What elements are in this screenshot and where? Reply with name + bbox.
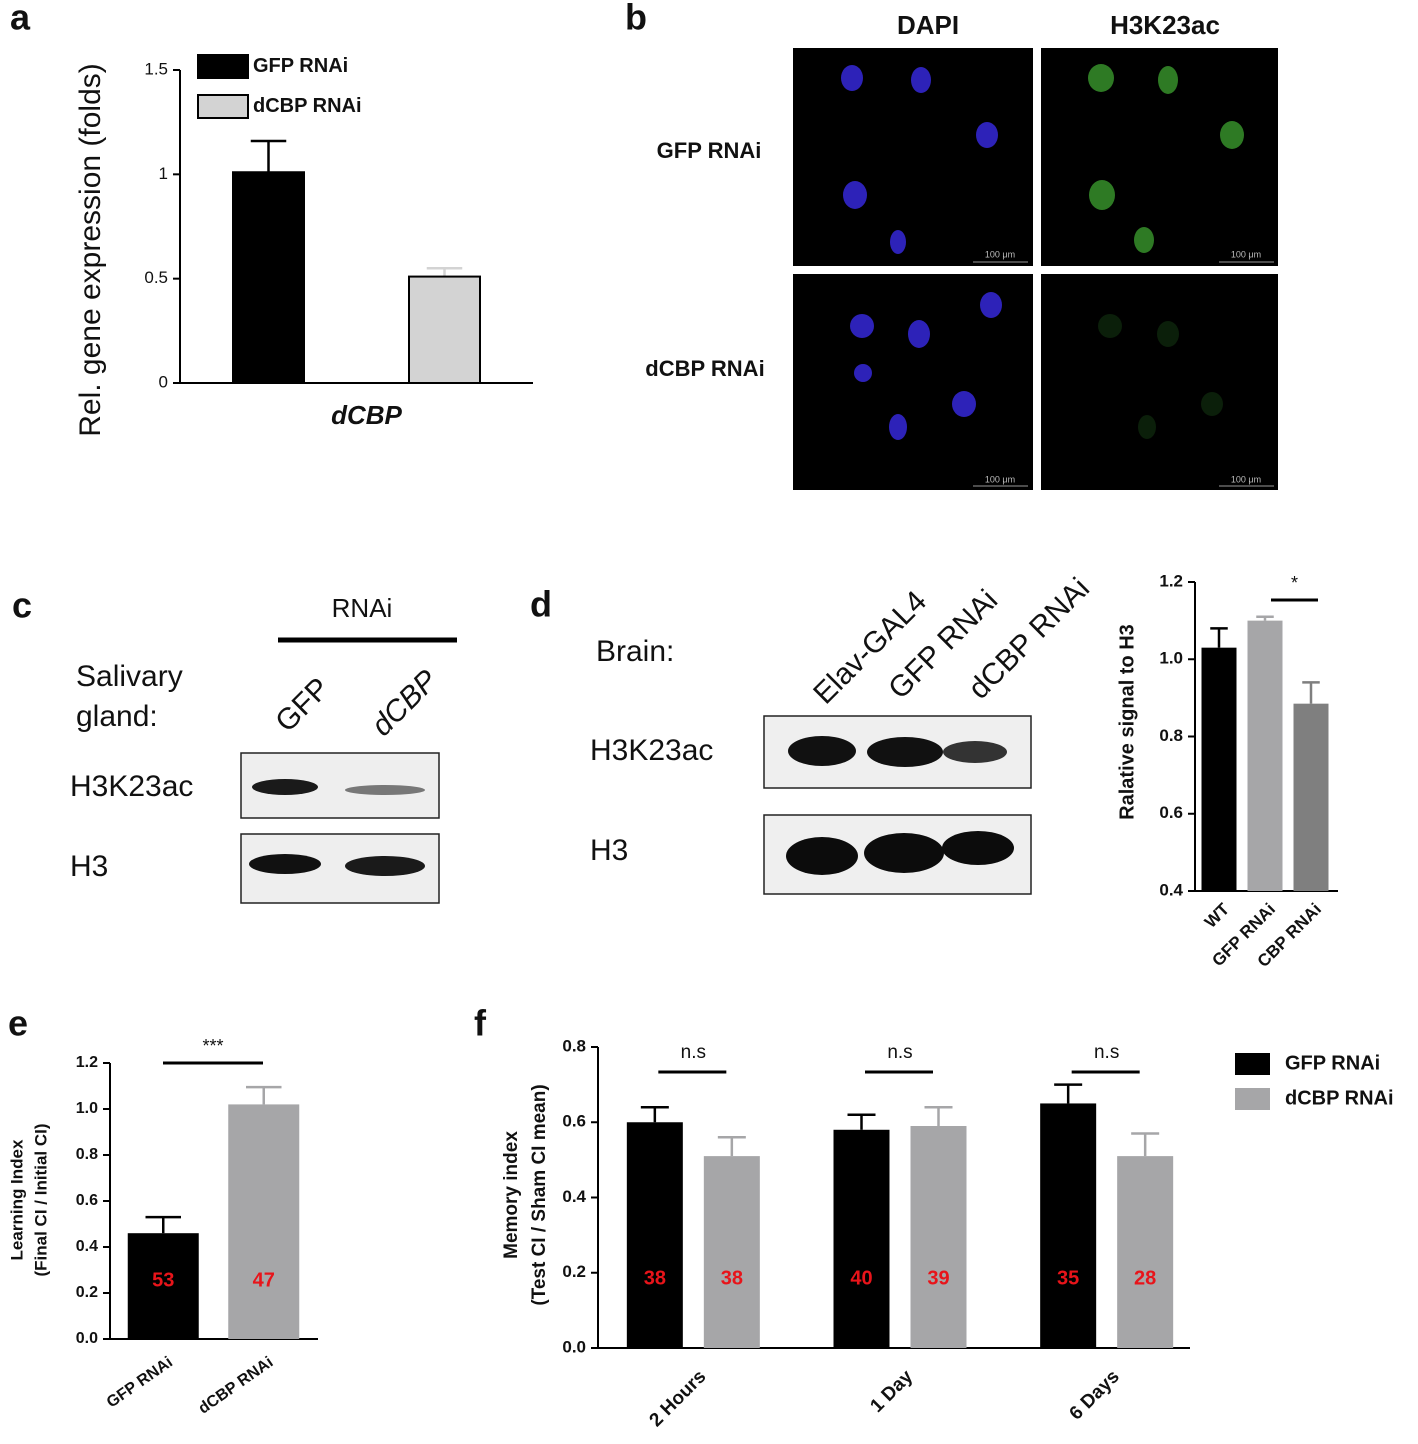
- n-label: 38: [721, 1267, 743, 1289]
- legend-label: dCBP RNAi: [253, 95, 362, 117]
- legend-swatch: [1235, 1088, 1270, 1110]
- n-label: 53: [152, 1269, 174, 1291]
- band-label: H3K23ac: [70, 770, 193, 803]
- y-tick-label: 0.2: [76, 1284, 98, 1301]
- n-label: 39: [927, 1267, 949, 1289]
- y-axis-label: (Test CI / Sham CI mean): [529, 1084, 550, 1305]
- y-axis-label: Rel. gene expression (folds): [74, 63, 107, 437]
- n-label: 40: [850, 1267, 872, 1289]
- x-tick-label: 1 Day: [866, 1366, 917, 1417]
- y-tick-label: 0.6: [562, 1112, 586, 1131]
- legend-label: GFP RNAi: [253, 55, 348, 77]
- x-tick-label: dCBP RNAi: [196, 1354, 277, 1418]
- row-label: GFP RNAi: [657, 138, 762, 163]
- bar: [1247, 620, 1283, 891]
- scale-bar-label: 100 μm: [985, 249, 1015, 259]
- blot-header: RNAi: [332, 593, 393, 623]
- y-tick-label: 0.8: [562, 1036, 586, 1055]
- x-tick-label: dCBP: [331, 400, 402, 430]
- y-axis-label: Learning Index: [7, 1139, 26, 1260]
- column-label: H3K23ac: [1110, 10, 1220, 40]
- legend-label: dCBP RNAi: [1285, 1087, 1394, 1109]
- x-tick-label: WT: [1201, 899, 1234, 932]
- y-tick-label: 0: [159, 372, 168, 391]
- bar: [408, 275, 481, 384]
- bar: [910, 1126, 967, 1348]
- bar: [1040, 1103, 1097, 1348]
- y-tick-label: 1.2: [76, 1054, 98, 1071]
- n-label: 35: [1057, 1267, 1079, 1289]
- significance-label: *: [1291, 573, 1298, 593]
- x-tick-label: GFP RNAi: [104, 1354, 176, 1412]
- x-tick-label: 6 Days: [1066, 1366, 1124, 1424]
- row-label: dCBP RNAi: [645, 356, 764, 381]
- y-tick-label: 0.2: [562, 1262, 586, 1281]
- tissue-label: gland:: [76, 700, 158, 733]
- column-label: DAPI: [897, 10, 959, 40]
- legend-label: GFP RNAi: [1285, 1052, 1380, 1074]
- bar: [626, 1122, 683, 1348]
- y-tick-label: 1.5: [144, 59, 168, 78]
- panel-letter: d: [530, 584, 552, 625]
- n-label: 38: [644, 1267, 666, 1289]
- panel-letter: c: [12, 585, 32, 626]
- band-label: H3: [590, 834, 628, 867]
- y-tick-label: 1.0: [1159, 649, 1183, 668]
- y-tick-label: 1.0: [76, 1100, 98, 1117]
- y-axis-label: (Final CI / Initial CI): [31, 1124, 50, 1277]
- y-tick-label: 0.6: [1159, 803, 1183, 822]
- bar: [833, 1129, 890, 1348]
- bar: [1117, 1156, 1174, 1348]
- y-axis-label: Memory index: [501, 1131, 522, 1259]
- y-tick-label: 0.0: [76, 1330, 98, 1347]
- band-label: H3: [70, 850, 108, 883]
- bar: [228, 1104, 300, 1339]
- significance-label: n.s: [887, 1042, 912, 1063]
- y-tick-label: 0.0: [562, 1337, 586, 1356]
- legend-swatch: [1235, 1053, 1270, 1075]
- lane-label: GFP: [269, 672, 336, 739]
- y-tick-label: 1: [159, 164, 168, 183]
- scale-bar-label: 100 μm: [1231, 474, 1261, 484]
- y-tick-label: 0.4: [76, 1238, 98, 1255]
- legend-swatch: [197, 94, 249, 119]
- significance-label: ***: [202, 1036, 223, 1056]
- bar: [1293, 703, 1329, 891]
- n-label: 47: [253, 1269, 275, 1291]
- y-axis-label: Ralative signal to H3: [1116, 624, 1138, 820]
- y-tick-label: 0.8: [1159, 726, 1183, 745]
- lane-label: dCBP: [365, 664, 444, 743]
- n-label: 28: [1134, 1267, 1156, 1289]
- x-tick-label: 2 Hours: [646, 1366, 711, 1431]
- y-tick-label: 1.2: [1159, 571, 1183, 590]
- blot-image: [763, 715, 1032, 895]
- panel-letter: b: [625, 0, 647, 38]
- y-tick-label: 0.8: [76, 1146, 98, 1163]
- y-tick-label: 0.4: [562, 1187, 586, 1206]
- panel-letter: a: [10, 0, 31, 38]
- bar: [232, 171, 305, 384]
- blot-image: [240, 752, 440, 904]
- tissue-label: Salivary: [76, 660, 183, 693]
- significance-label: n.s: [1094, 1042, 1119, 1063]
- micrographs: [793, 48, 1278, 490]
- tissue-label: Brain:: [596, 635, 674, 668]
- scale-bar-label: 100 μm: [1231, 249, 1261, 259]
- significance-label: n.s: [681, 1042, 706, 1063]
- y-tick-label: 0.6: [76, 1192, 98, 1209]
- y-tick-label: 0.4: [1159, 880, 1183, 899]
- panel-letter: e: [8, 1003, 28, 1044]
- scale-bar-label: 100 μm: [985, 474, 1015, 484]
- bar: [1201, 647, 1237, 891]
- legend-swatch: [197, 54, 249, 79]
- bar: [703, 1156, 760, 1348]
- bar: [127, 1233, 199, 1339]
- band-label: H3K23ac: [590, 734, 713, 767]
- y-tick-label: 0.5: [144, 268, 168, 287]
- panel-letter: f: [474, 1003, 487, 1044]
